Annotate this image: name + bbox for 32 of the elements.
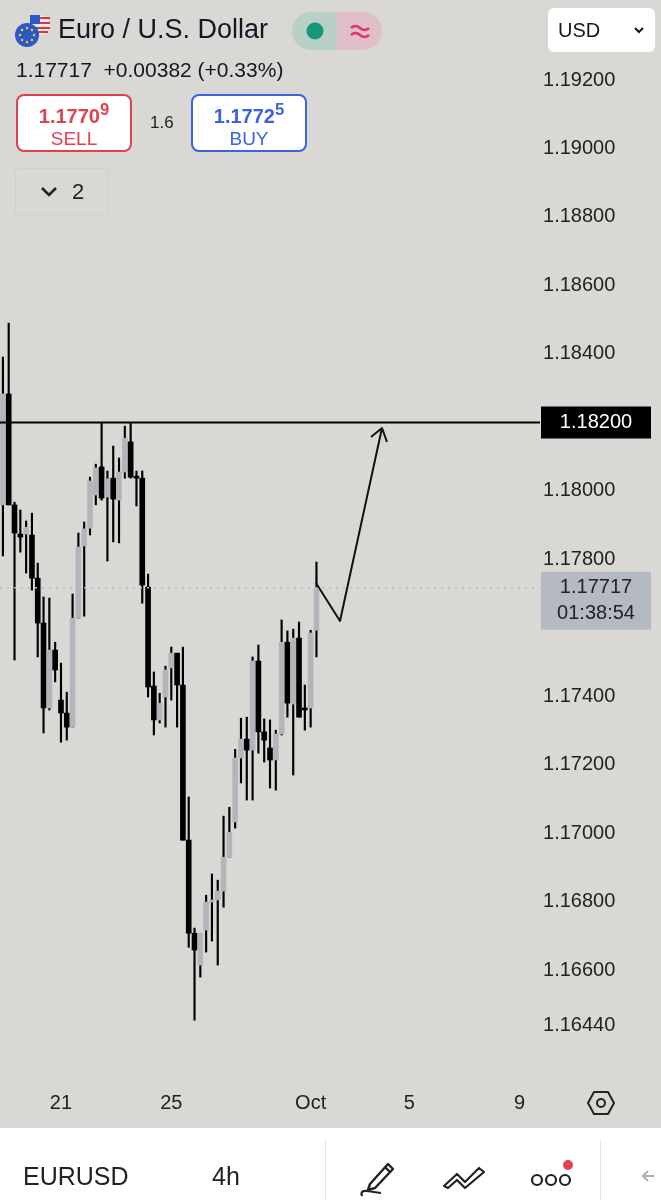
x-tick-label: Oct xyxy=(295,1090,327,1113)
y-tick-label: 1.18600 xyxy=(543,272,616,295)
x-tick-label: 21 xyxy=(49,1090,73,1113)
y-tick-label: 1.19200 xyxy=(543,67,616,90)
chart-title: Euro / U.S. Dollar xyxy=(58,14,269,45)
x-tick-label: 25 xyxy=(160,1090,183,1113)
chart-subtitle: 1.17717 +0.00382 (+0.33%) xyxy=(16,58,284,82)
y-tick-label: 1.18400 xyxy=(543,341,616,364)
annotation: 1.6 xyxy=(150,113,174,133)
y-tick-label: 1.18800 xyxy=(543,204,616,227)
ref-line-label: 1.18200 xyxy=(559,409,633,432)
text: 4h xyxy=(212,1162,240,1191)
x-tick-label: 9 xyxy=(514,1090,526,1113)
y-tick-label: 1.17000 xyxy=(543,820,616,843)
ref-line-label: 1.17717 01:38:54 xyxy=(557,575,635,624)
y-tick-label: 1.16600 xyxy=(543,957,616,980)
y-tick-label: 1.17200 xyxy=(543,752,616,775)
y-tick-label: 1.17400 xyxy=(543,683,616,706)
text: EURUSD xyxy=(23,1162,129,1191)
y-tick-label: 1.17800 xyxy=(543,546,616,569)
annotation: SELL xyxy=(49,127,99,150)
y-tick-label: 1.19000 xyxy=(543,135,616,158)
annotation: 1.1772$^{5}$ xyxy=(212,100,286,128)
y-tick-label: 1.18000 xyxy=(543,478,616,501)
y-tick-label: 1.16800 xyxy=(543,889,616,912)
x-tick-label: 5 xyxy=(403,1090,415,1113)
annotation: 2 xyxy=(71,178,85,205)
collapse-button: 2 xyxy=(15,168,109,215)
annotation: 1.1770$^{9}$ xyxy=(37,100,111,128)
y-tick-label: 1.16440 xyxy=(543,1012,616,1035)
currency-select: USD xyxy=(548,8,655,52)
annotation: BUY xyxy=(228,127,270,150)
